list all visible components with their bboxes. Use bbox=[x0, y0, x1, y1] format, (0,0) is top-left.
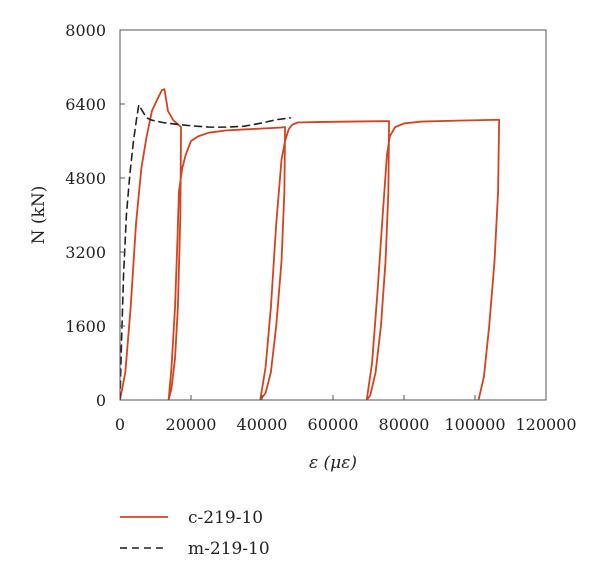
x-tick-label: 120000 bbox=[515, 415, 576, 434]
series-line-m-219-10 bbox=[120, 104, 292, 400]
x-axis: 0 20000 40000 60000 80000 100000 120000 bbox=[115, 395, 577, 434]
plot-frame bbox=[119, 29, 547, 401]
y-tick-label: 4800 bbox=[65, 169, 106, 188]
x-tick-label: 20000 bbox=[166, 415, 217, 434]
series-layer bbox=[120, 88, 501, 400]
x-tick-label: 0 bbox=[115, 415, 125, 434]
x-tick-label: 80000 bbox=[379, 415, 430, 434]
legend-label: c-219-10 bbox=[188, 508, 263, 528]
series-line-c-219-10 bbox=[120, 88, 501, 400]
x-tick-label: 100000 bbox=[444, 415, 505, 434]
y-tick-label: 1600 bbox=[65, 317, 106, 336]
y-axis: 0 1600 3200 4800 6400 8000 bbox=[65, 21, 125, 410]
x-tick-label: 60000 bbox=[308, 415, 359, 434]
legend: c-219-10 m-219-10 bbox=[120, 508, 270, 559]
y-axis-label: N (kN) bbox=[29, 186, 49, 245]
legend-label: m-219-10 bbox=[188, 539, 270, 559]
y-tick-label: 3200 bbox=[65, 243, 106, 262]
y-tick-label: 0 bbox=[96, 391, 106, 410]
y-tick-label: 8000 bbox=[65, 21, 106, 40]
x-axis-label: ε (με) bbox=[309, 453, 357, 473]
x-tick-label: 40000 bbox=[237, 415, 288, 434]
y-tick-label: 6400 bbox=[65, 95, 106, 114]
